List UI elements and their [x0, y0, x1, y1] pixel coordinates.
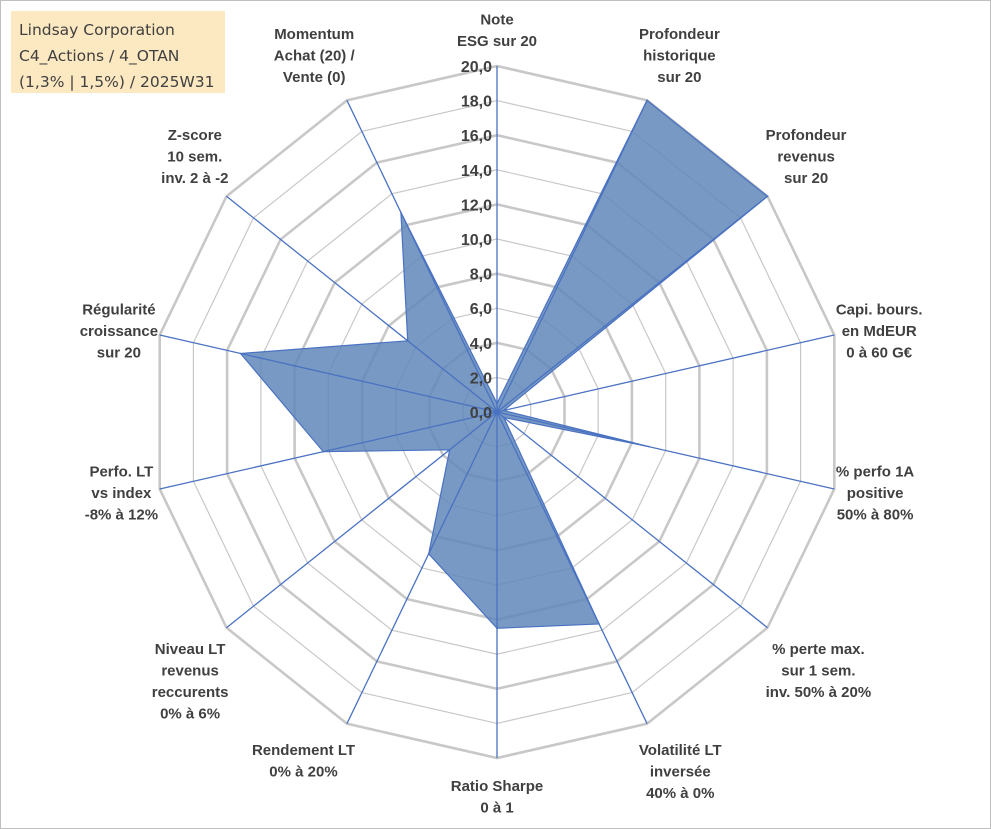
tick-label: 4,0	[470, 336, 492, 353]
axis-label-line: Profondeur	[639, 26, 720, 43]
axis-label-line: 50% à 80%	[837, 507, 914, 524]
axis-spoke	[496, 334, 835, 413]
axis-spoke	[346, 100, 498, 413]
axis-label-line: reccurents	[152, 684, 229, 701]
axis-spoke	[496, 195, 768, 413]
axis-label-line: sur 20	[97, 345, 141, 362]
axis-label-line: 0 à 60 G€	[846, 345, 913, 362]
radar-axis-labels: Note ESG sur 20 Profondeur historique sur 20…	[80, 12, 923, 817]
axis-label-line: Niveau LT	[155, 641, 226, 658]
axis-label: Perfo. LT vs index -8% à 12%	[85, 464, 158, 524]
axis-label-line: Régularité	[82, 302, 155, 319]
axis-label-line: historique	[643, 48, 716, 65]
axis-label-line: Ratio Sharpe	[451, 778, 544, 795]
axis-label: Régularité croissance sur 20	[80, 302, 158, 362]
axis-label: Niveau LT revenus reccurents 0% à 6%	[152, 641, 229, 723]
axis-label-line: Z-score	[168, 127, 222, 144]
chart-title-box: Lindsay Corporation C4_Actions / 4_OTAN …	[11, 11, 225, 93]
axis-label-line: sur 20	[657, 69, 701, 86]
title-line-1: Lindsay Corporation	[19, 21, 175, 39]
tick-label: 0,0	[470, 405, 492, 422]
axis-label-line: sur 20	[784, 170, 828, 187]
axis-label: % perte max. sur 1 sem. inv. 50% à 20%	[766, 641, 872, 701]
axis-spoke	[226, 411, 498, 629]
axis-label-line: Note	[480, 12, 513, 29]
axis-label: Capi. bours. en MdEUR 0 à 60 G€	[836, 302, 923, 362]
title-line-2: C4_Actions / 4_OTAN	[19, 47, 180, 65]
axis-label-line: Rendement LT	[252, 742, 355, 759]
axis-spoke	[496, 411, 768, 629]
tick-label: 12,0	[461, 197, 492, 214]
axis-label-line: ESG sur 20	[457, 33, 537, 50]
radar-data-layer	[239, 99, 769, 630]
axis-spoke	[226, 195, 498, 413]
axis-label-line: revenus	[777, 149, 835, 166]
radar-tick-labels: 0,0 2,0 4,0 6,0 8,0 10,0 12,0 14,0 16,0 18,0 20,0	[461, 59, 492, 422]
axis-label-line: 10 sem.	[167, 149, 222, 166]
tick-label: 2,0	[470, 370, 492, 387]
axis-label: Rendement LT 0% à 20%	[252, 742, 355, 781]
axis-label-line: Momentum	[274, 26, 354, 43]
axis-label-line: 0 à 1	[480, 800, 513, 817]
axis-spoke	[496, 411, 835, 490]
axis-label: Profondeur historique sur 20	[639, 26, 720, 86]
axis-label-line: positive	[847, 485, 904, 502]
tick-label: 20,0	[461, 59, 492, 76]
axis-spoke	[159, 334, 498, 413]
axis-spoke	[496, 411, 648, 724]
axis-label: Volatilité LT inversée 40% à 0%	[639, 742, 722, 802]
axis-label: % perfo 1A positive 50% à 80%	[836, 464, 915, 524]
axis-label-line: vs index	[91, 485, 152, 502]
tick-label: 10,0	[461, 232, 492, 249]
axis-spoke	[346, 411, 498, 724]
axis-label-line: Achat (20) /	[274, 48, 356, 65]
axis-label-line: % perte max.	[772, 641, 865, 658]
tick-label: 8,0	[470, 267, 492, 284]
axis-label: Momentum Achat (20) / Vente (0)	[274, 26, 356, 86]
axis-label: Note ESG sur 20	[457, 12, 537, 51]
axis-label-line: en MdEUR	[842, 323, 917, 340]
axis-spoke	[159, 411, 498, 490]
tick-label: 16,0	[461, 128, 492, 145]
axis-label-line: 40% à 0%	[646, 785, 714, 802]
axis-label-line: inv. 2 à -2	[161, 170, 228, 187]
axis-label-line: 0% à 20%	[269, 764, 337, 781]
axis-label: Ratio Sharpe 0 à 1	[451, 778, 544, 817]
axis-label-line: Perfo. LT	[89, 464, 153, 481]
axis-label-line: 0% à 6%	[160, 706, 220, 723]
title-line-3: (1,3% | 1,5%) / 2025W31	[19, 73, 215, 91]
axis-label-line: Profondeur	[766, 127, 847, 144]
tick-label: 18,0	[461, 94, 492, 111]
axis-label-line: Volatilité LT	[639, 742, 722, 759]
axis-label-line: inversée	[650, 764, 711, 781]
axis-label-line: sur 1 sem.	[781, 663, 855, 680]
axis-label-line: Vente (0)	[283, 69, 346, 86]
axis-label: Z-score 10 sem. inv. 2 à -2	[161, 127, 228, 187]
axis-label-line: Capi. bours.	[836, 302, 923, 319]
axis-spoke	[496, 100, 648, 413]
axis-label-line: -8% à 12%	[85, 507, 158, 524]
tick-label: 6,0	[470, 301, 492, 318]
axis-label-line: revenus	[161, 663, 219, 680]
tick-label: 14,0	[461, 163, 492, 180]
axis-label-line: croissance	[80, 323, 158, 340]
radar-spokes	[159, 66, 835, 758]
axis-label: Profondeur revenus sur 20	[766, 127, 847, 187]
axis-label-line: inv. 50% à 20%	[766, 684, 872, 701]
axis-label-line: % perfo 1A	[836, 464, 915, 481]
series-area	[239, 99, 769, 629]
